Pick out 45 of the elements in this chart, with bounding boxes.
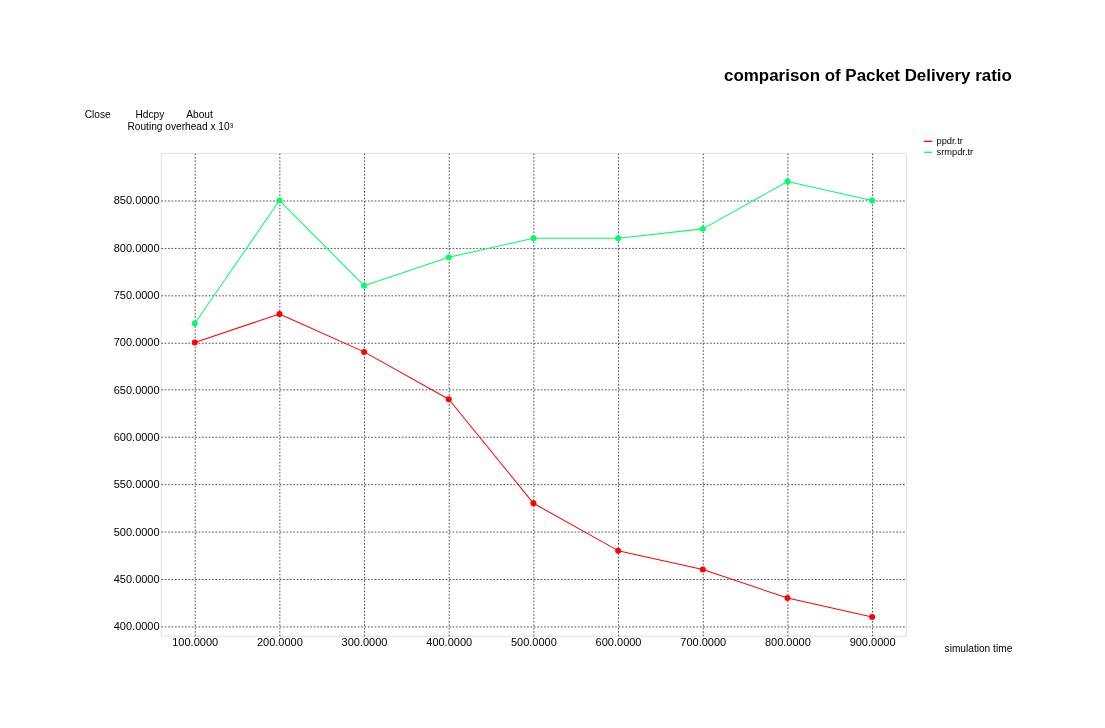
x-tick-label: 800.0000: [764, 636, 811, 649]
x-tick-label: 200.0000: [256, 636, 303, 649]
point: [699, 225, 706, 232]
point: [784, 594, 791, 601]
chart-title: comparison of Packet Delivery ratio: [724, 66, 1012, 86]
point: [361, 282, 368, 289]
y-axis-title: Routing overhead x 10³: [127, 120, 234, 132]
point: [869, 613, 876, 620]
text: Hdcpy: [135, 109, 166, 121]
x-tick-label: 300.0000: [341, 636, 388, 649]
legend-label: ppdr.tr: [936, 135, 963, 146]
point: [869, 197, 876, 204]
point: [615, 547, 622, 554]
x-tick-label: 900.0000: [849, 636, 896, 649]
x-tick-label: 100.0000: [172, 636, 219, 649]
y-tick-label: 600.0000: [113, 430, 160, 443]
point: [615, 235, 622, 242]
y-tick-label: 750.0000: [113, 288, 160, 301]
y-tick-label: 450.0000: [113, 572, 160, 585]
y-tick-label: 550.0000: [113, 478, 160, 491]
point: [530, 500, 537, 507]
point: [784, 178, 791, 185]
y-tick-label: 500.0000: [113, 525, 160, 538]
y-tick-label: 650.0000: [113, 383, 160, 396]
y-tick-label: 700.0000: [113, 336, 160, 349]
x-tick-label: 700.0000: [680, 636, 727, 649]
x-axis-title: simulation time: [944, 643, 1013, 655]
point: [699, 566, 706, 573]
point: [530, 235, 537, 242]
y-tick-label: 850.0000: [113, 194, 160, 207]
x-tick-label: 400.0000: [426, 636, 473, 649]
x-tick-label: 500.0000: [510, 636, 557, 649]
point: [191, 320, 198, 327]
point: [276, 311, 283, 318]
text: About: [186, 109, 213, 121]
point: [445, 254, 452, 261]
x-tick-label: 600.0000: [595, 636, 642, 649]
legend-label: srmpdr.tr: [936, 146, 974, 157]
y-tick-label: 800.0000: [113, 241, 160, 254]
point: [361, 348, 368, 355]
point: [191, 339, 198, 346]
point: [276, 197, 283, 204]
text: Close: [84, 109, 111, 121]
y-tick-label: 400.0000: [113, 620, 160, 633]
point: [445, 396, 452, 403]
